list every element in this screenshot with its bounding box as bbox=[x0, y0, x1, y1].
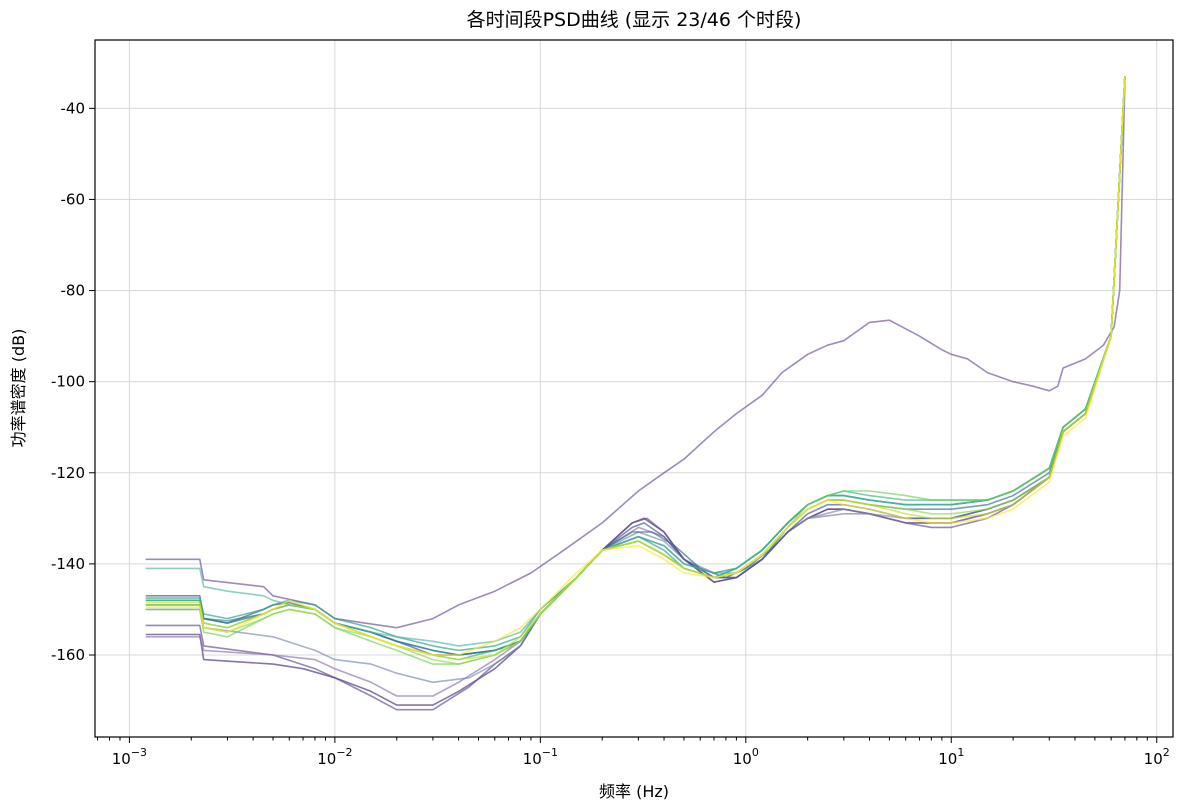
y-tick-label: -140 bbox=[51, 555, 85, 573]
x-tick-exponent: 1 bbox=[957, 746, 964, 759]
series-group bbox=[145, 76, 1126, 711]
plot-frame bbox=[94, 39, 1174, 738]
x-tick-exponent: −3 bbox=[131, 746, 147, 759]
series-line-15 bbox=[145, 76, 1126, 656]
x-tick-base: 10 bbox=[938, 750, 957, 768]
series-line-3 bbox=[145, 76, 1126, 711]
x-tick-exponent: 0 bbox=[752, 746, 759, 759]
x-tick-label: 10−3 bbox=[112, 746, 147, 768]
x-tick-exponent: −1 bbox=[542, 746, 558, 759]
grid-lines bbox=[95, 40, 1173, 737]
series-line-13 bbox=[145, 76, 1126, 665]
y-axis-label: 功率谱密度 (dB) bbox=[9, 329, 28, 448]
series-line-11 bbox=[145, 76, 1126, 661]
y-tick-label: -160 bbox=[51, 646, 85, 664]
series-line-12 bbox=[145, 76, 1126, 665]
chart-title: 各时间段PSD曲线 (显示 23/46 个时段) bbox=[467, 9, 802, 31]
x-tick-base: 10 bbox=[317, 750, 336, 768]
x-tick-base: 10 bbox=[733, 750, 752, 768]
x-tick-label: 100 bbox=[733, 746, 759, 768]
y-tick-label: -80 bbox=[61, 282, 86, 300]
y-axis-ticks: -40 -60 -80 -100 -120 -140 -160 bbox=[51, 99, 95, 664]
series-line-6 bbox=[145, 76, 1126, 656]
y-tick-label: -120 bbox=[51, 464, 85, 482]
x-axis-ticks: 10−3 10−2 10−1 100 101 102 bbox=[97, 737, 1170, 768]
x-tick-label: 10−1 bbox=[523, 746, 558, 768]
x-tick-exponent: −2 bbox=[336, 746, 352, 759]
x-tick-base: 10 bbox=[523, 750, 542, 768]
x-tick-label: 10−2 bbox=[317, 746, 352, 768]
series-line-5 bbox=[145, 76, 1126, 684]
series-line-10 bbox=[145, 76, 1126, 647]
x-axis-label: 频率 (Hz) bbox=[599, 782, 669, 801]
y-tick-label: -100 bbox=[51, 373, 85, 391]
x-tick-label: 101 bbox=[938, 746, 964, 768]
y-tick-label: -60 bbox=[61, 190, 86, 208]
x-tick-exponent: 2 bbox=[1163, 746, 1170, 759]
series-line-14 bbox=[145, 76, 1126, 661]
series-line-1 bbox=[145, 80, 1126, 629]
x-tick-base: 10 bbox=[1144, 750, 1163, 768]
x-tick-label: 102 bbox=[1144, 746, 1170, 768]
x-tick-base: 10 bbox=[112, 750, 131, 768]
y-tick-label: -40 bbox=[61, 99, 86, 117]
